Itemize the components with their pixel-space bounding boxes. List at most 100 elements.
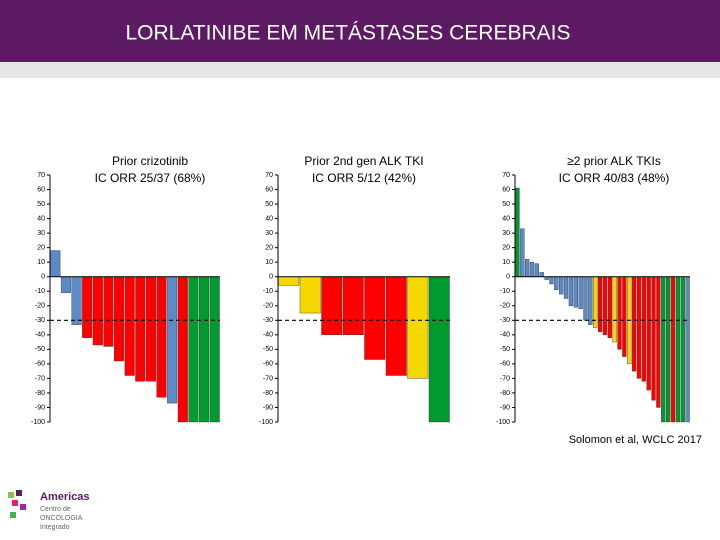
bar bbox=[209, 276, 220, 423]
bar bbox=[520, 228, 525, 277]
y-tick-label: -60 bbox=[35, 361, 45, 368]
y-tick-label: -100 bbox=[259, 419, 273, 426]
y-tick-label: -70 bbox=[263, 375, 273, 382]
y-tick-label: -90 bbox=[500, 404, 510, 411]
y-tick-label: 60 bbox=[502, 186, 510, 193]
bar bbox=[299, 276, 321, 314]
bar bbox=[602, 276, 608, 336]
bar bbox=[199, 276, 210, 423]
bar bbox=[568, 276, 574, 306]
bar bbox=[607, 276, 612, 338]
logo-mark bbox=[16, 490, 22, 496]
bar bbox=[321, 276, 343, 336]
logo-text: Integrado bbox=[40, 524, 70, 531]
bar bbox=[103, 276, 114, 347]
bar bbox=[50, 250, 61, 277]
y-tick-label: -30 bbox=[35, 317, 45, 324]
y-tick-label: 70 bbox=[37, 172, 45, 179]
y-tick-label: -20 bbox=[263, 303, 273, 310]
logo-text: ONCOLOGIA bbox=[40, 515, 83, 522]
y-tick-label: 30 bbox=[502, 230, 510, 237]
bar bbox=[525, 259, 530, 277]
bar bbox=[145, 276, 156, 382]
logo-mark bbox=[10, 512, 16, 518]
y-tick-label: 70 bbox=[265, 172, 273, 179]
y-tick-label: -30 bbox=[263, 317, 273, 324]
bar bbox=[385, 276, 407, 376]
y-tick-label: -50 bbox=[35, 346, 45, 353]
bar bbox=[651, 276, 656, 401]
bar bbox=[114, 276, 125, 362]
bar bbox=[622, 276, 627, 357]
chart-title: Prior crizotinib bbox=[112, 154, 188, 168]
y-tick-label: -100 bbox=[31, 419, 45, 426]
y-tick-label: 20 bbox=[502, 244, 510, 251]
chart-title: ≥2 prior ALK TKIs bbox=[567, 154, 661, 168]
bar bbox=[342, 276, 364, 336]
bar bbox=[675, 276, 680, 423]
bar bbox=[60, 276, 71, 293]
bar bbox=[156, 276, 167, 398]
y-tick-label: -80 bbox=[263, 390, 273, 397]
y-tick-label: 20 bbox=[265, 244, 273, 251]
y-tick-label: -10 bbox=[263, 288, 273, 295]
y-tick-label: 40 bbox=[37, 215, 45, 222]
bar bbox=[612, 276, 617, 343]
bar bbox=[428, 276, 450, 423]
header-strip bbox=[0, 62, 720, 78]
y-tick-label: -10 bbox=[500, 288, 510, 295]
y-tick-label: 30 bbox=[37, 230, 45, 237]
y-tick-label: 40 bbox=[265, 215, 273, 222]
bar bbox=[407, 276, 429, 379]
y-tick-label: -60 bbox=[500, 361, 510, 368]
chart-title: IC ORR 40/83 (48%) bbox=[559, 171, 670, 185]
bar bbox=[617, 276, 622, 350]
y-tick-label: 20 bbox=[37, 244, 45, 251]
bar bbox=[515, 187, 520, 277]
bar bbox=[680, 276, 685, 423]
y-tick-label: -50 bbox=[263, 346, 273, 353]
y-tick-label: 50 bbox=[502, 201, 510, 208]
y-tick-label: -90 bbox=[263, 404, 273, 411]
y-tick-label: -70 bbox=[500, 375, 510, 382]
y-tick-label: -20 bbox=[35, 303, 45, 310]
y-tick-label: -80 bbox=[35, 390, 45, 397]
bar bbox=[670, 276, 676, 423]
bar bbox=[573, 276, 578, 308]
chart-title: IC ORR 5/12 (42%) bbox=[312, 171, 416, 185]
logo-mark bbox=[12, 500, 18, 506]
logo-name: Americas bbox=[40, 491, 90, 503]
chart-title: Prior 2nd gen ALK TKI bbox=[304, 154, 423, 168]
bar bbox=[661, 276, 666, 423]
bar bbox=[188, 276, 199, 423]
y-tick-label: -40 bbox=[500, 332, 510, 339]
logo-mark bbox=[8, 492, 14, 498]
bar bbox=[71, 276, 82, 325]
logo: Americas Centro de ONCOLOGIA Integrado bbox=[8, 490, 90, 531]
y-tick-label: -30 bbox=[500, 317, 510, 324]
bar bbox=[641, 276, 646, 382]
bar bbox=[685, 276, 690, 423]
bar bbox=[82, 276, 93, 338]
bar bbox=[177, 276, 188, 423]
y-tick-label: 50 bbox=[37, 201, 45, 208]
y-tick-label: -60 bbox=[263, 361, 273, 368]
footnote: Solomon et al, WCLC 2017 bbox=[569, 434, 702, 446]
bar bbox=[563, 276, 569, 299]
chart-title: IC ORR 25/37 (68%) bbox=[95, 171, 206, 185]
y-tick-label: -40 bbox=[35, 332, 45, 339]
y-tick-label: -50 bbox=[500, 346, 510, 353]
header-band bbox=[0, 0, 720, 62]
bar bbox=[665, 276, 671, 423]
y-tick-label: -20 bbox=[500, 303, 510, 310]
y-tick-label: 50 bbox=[265, 201, 273, 208]
y-tick-label: 60 bbox=[265, 186, 273, 193]
y-tick-label: 30 bbox=[265, 230, 273, 237]
y-tick-label: 0 bbox=[41, 274, 45, 281]
bar bbox=[529, 261, 535, 277]
y-tick-label: 10 bbox=[502, 259, 510, 266]
y-tick-label: -90 bbox=[35, 404, 45, 411]
y-tick-label: 10 bbox=[37, 259, 45, 266]
